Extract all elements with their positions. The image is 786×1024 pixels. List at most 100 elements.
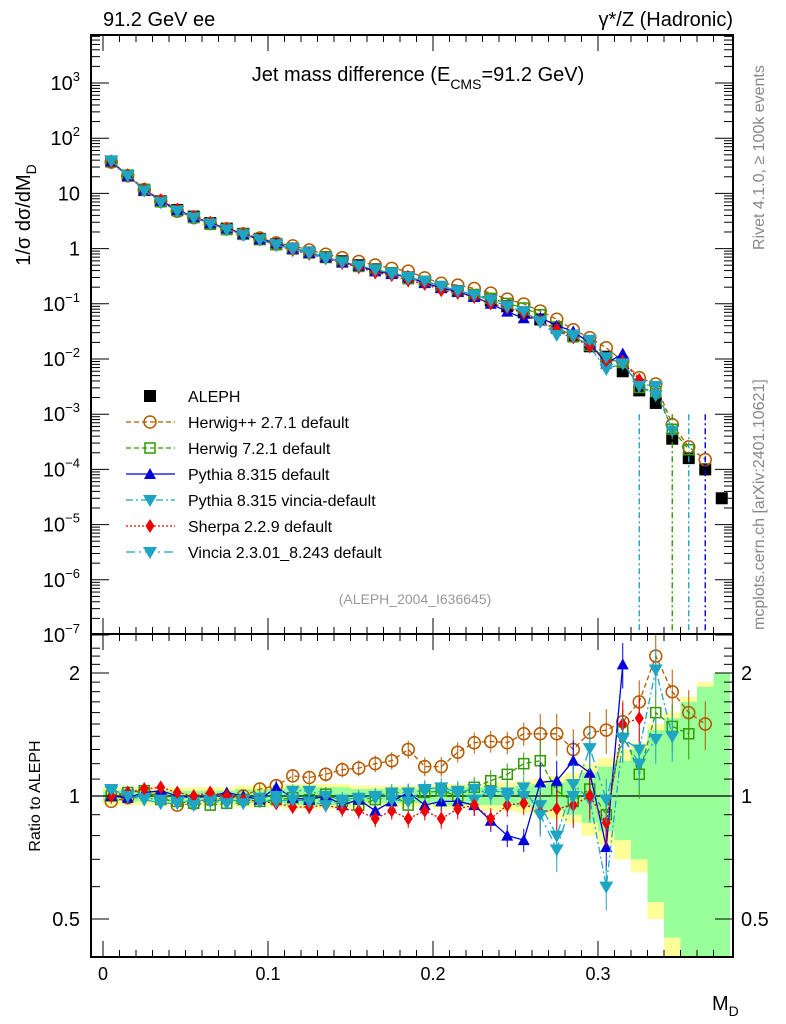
band-green bbox=[680, 701, 697, 957]
ratio-point bbox=[582, 743, 597, 756]
ratio-point bbox=[288, 799, 298, 814]
ratio-point bbox=[585, 789, 595, 803]
ratio-point bbox=[615, 732, 630, 745]
ratio-point bbox=[420, 803, 430, 818]
ratio-line-3 bbox=[111, 664, 624, 848]
ratio-point bbox=[519, 796, 529, 811]
ratio-point bbox=[354, 803, 364, 818]
series-line-2 bbox=[110, 160, 690, 451]
legend-marker bbox=[143, 415, 157, 429]
ratio-point bbox=[401, 742, 415, 757]
data-point bbox=[516, 306, 531, 319]
ratio-point bbox=[552, 801, 562, 816]
ratio-point bbox=[501, 829, 514, 841]
ratio-point bbox=[600, 841, 613, 853]
ratio-point bbox=[172, 785, 182, 800]
ratio-point bbox=[302, 770, 316, 785]
ratio-tick-label-right: 1 bbox=[741, 786, 752, 808]
band-green bbox=[697, 686, 714, 957]
ratio-point bbox=[634, 711, 644, 726]
ratio-point bbox=[550, 727, 564, 741]
ratio-point bbox=[139, 782, 149, 797]
data-point bbox=[649, 396, 662, 409]
legend-marker bbox=[143, 495, 157, 507]
data-point bbox=[219, 224, 234, 237]
y-tick-exponent: −1 bbox=[65, 290, 80, 305]
y-tick-base: 10 bbox=[43, 294, 65, 316]
ratio-point bbox=[517, 727, 531, 741]
legend-marker bbox=[145, 519, 155, 533]
chart-title-main: Jet mass difference (E bbox=[252, 64, 451, 86]
y-tick-exponent: −3 bbox=[65, 400, 80, 415]
ratio-tick-label-right: 0.5 bbox=[741, 909, 769, 931]
ratio-line-5 bbox=[111, 717, 640, 825]
band-green bbox=[631, 749, 648, 860]
ratio-point bbox=[368, 756, 382, 771]
data-point bbox=[599, 352, 614, 365]
legend-label: Herwig 7.2.1 default bbox=[188, 441, 331, 458]
band-green bbox=[664, 718, 681, 938]
ratio-point bbox=[549, 844, 564, 857]
data-point bbox=[483, 295, 498, 308]
y-tick-label: 103 bbox=[51, 69, 80, 95]
ratio-point bbox=[500, 791, 515, 803]
ratio-point bbox=[270, 781, 283, 793]
ratio-point bbox=[434, 782, 449, 795]
ratio-point bbox=[517, 834, 530, 846]
data-point bbox=[401, 273, 416, 286]
data-point bbox=[582, 334, 597, 347]
y-tick-base: 10 bbox=[43, 349, 65, 371]
y-tick-base: 10 bbox=[43, 404, 65, 426]
ratio-point bbox=[450, 787, 465, 800]
y-tick-label: 1 bbox=[69, 239, 80, 261]
chart-title-end: =91.2 GeV) bbox=[481, 64, 584, 86]
ratio-point bbox=[467, 784, 482, 797]
legend-label: Vincia 2.3.01_8.243 default bbox=[188, 545, 382, 562]
ratio-point bbox=[384, 794, 399, 807]
y-tick-exponent: −2 bbox=[65, 345, 80, 360]
data-point bbox=[285, 244, 300, 257]
ratio-point bbox=[403, 811, 413, 826]
ratio-point bbox=[385, 753, 399, 768]
header-right: γ*/Z (Hadronic) bbox=[599, 9, 733, 31]
data-point bbox=[137, 185, 152, 198]
ratio-point bbox=[518, 757, 530, 770]
ratio-series-layer bbox=[91, 634, 733, 911]
y-tick-base: 10 bbox=[51, 128, 73, 150]
legend-label: ALEPH bbox=[188, 389, 240, 406]
data-point bbox=[616, 347, 629, 359]
data-point bbox=[302, 248, 317, 261]
ratio-point bbox=[516, 782, 531, 795]
ratio-point bbox=[599, 723, 613, 737]
chart-title-sub: CMS bbox=[450, 76, 481, 92]
series-line-3 bbox=[110, 160, 624, 365]
data-point bbox=[120, 170, 135, 183]
ratio-point bbox=[335, 796, 350, 809]
ratio-point bbox=[252, 796, 267, 809]
legend-label: Sherpa 2.2.9 default bbox=[188, 519, 333, 536]
ratio-line-4 bbox=[111, 669, 673, 887]
data-point bbox=[632, 381, 647, 394]
ratio-point bbox=[335, 762, 349, 777]
y-tick-base: 10 bbox=[43, 570, 65, 592]
y-tick-label: 10−1 bbox=[43, 290, 80, 316]
ratio-tick-label-right: 2 bbox=[741, 663, 752, 685]
y-tick-base: 10 bbox=[43, 459, 65, 481]
data-point bbox=[384, 268, 399, 281]
ratio-tick-label-left: 2 bbox=[69, 663, 80, 685]
x-axis-label-main: M bbox=[712, 993, 729, 1015]
ratio-tick-label-left: 1 bbox=[69, 786, 80, 808]
data-point bbox=[648, 380, 663, 393]
data-point bbox=[104, 155, 119, 168]
data-point bbox=[153, 197, 168, 210]
data-point bbox=[186, 212, 201, 225]
data-point bbox=[170, 205, 185, 218]
ratio-point bbox=[616, 658, 629, 670]
legend-label: Herwig++ 2.7.1 default bbox=[188, 415, 350, 432]
ratio-point bbox=[352, 761, 366, 775]
ratio-point bbox=[533, 727, 547, 741]
ratio-point bbox=[318, 791, 333, 803]
ratio-point bbox=[236, 798, 251, 811]
ratio-point bbox=[302, 796, 317, 809]
y-tick-base: 10 bbox=[51, 73, 73, 95]
